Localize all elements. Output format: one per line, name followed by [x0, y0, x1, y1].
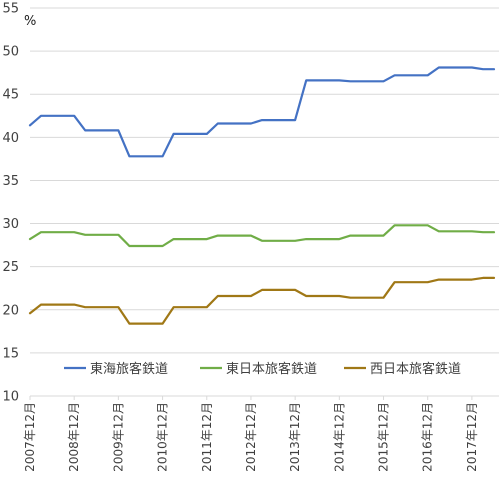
gridlines: [30, 7, 499, 397]
y-tick-label: 45: [2, 88, 19, 103]
x-tick-label: 2015年12月: [377, 402, 391, 472]
x-tick-label: 2017年12月: [465, 402, 479, 472]
series-line-2: [28, 224, 496, 248]
x-tick-label: 2009年12月: [111, 402, 125, 472]
x-tick-label: 2014年12月: [332, 402, 346, 472]
legend-label: 東日本旅客鉄道: [226, 361, 317, 377]
x-tick-label: 2007年12月: [23, 402, 37, 472]
y-tick-label: 55: [2, 2, 19, 17]
y-tick-label: 50: [2, 45, 19, 60]
y-axis-ticks: 10 15 20 25 30 35 40 45 50 55: [2, 2, 19, 405]
series-line-3: [28, 276, 496, 325]
y-tick-label: 10: [2, 390, 19, 405]
series-lines: [28, 66, 496, 325]
y-unit-label: %: [24, 14, 36, 29]
x-tick-label: 2008年12月: [67, 402, 81, 472]
legend-label: 西日本旅客鉄道: [370, 361, 461, 377]
x-tick-label: 2011年12月: [200, 402, 214, 472]
x-axis-ticks: 2007年12月 2008年12月 2009年12月 2010年12月 2011年12月…: [23, 396, 479, 472]
y-tick-label: 20: [2, 303, 19, 318]
y-tick-label: 30: [2, 217, 19, 232]
y-tick-label: 15: [2, 346, 19, 361]
series-line-1: [28, 66, 496, 158]
y-tick-label: 40: [2, 131, 19, 146]
y-tick-label: 25: [2, 260, 19, 275]
legend-label: 東海旅客鉄道: [90, 361, 168, 377]
x-tick-label: 2016年12月: [421, 402, 435, 472]
x-tick-label: 2012年12月: [244, 402, 258, 472]
x-tick-label: 2013年12月: [288, 402, 302, 472]
x-tick-label: 2010年12月: [156, 402, 170, 472]
legend: 東海旅客鉄道 東日本旅客鉄道 西日本旅客鉄道: [64, 361, 461, 377]
y-tick-label: 35: [2, 174, 19, 189]
